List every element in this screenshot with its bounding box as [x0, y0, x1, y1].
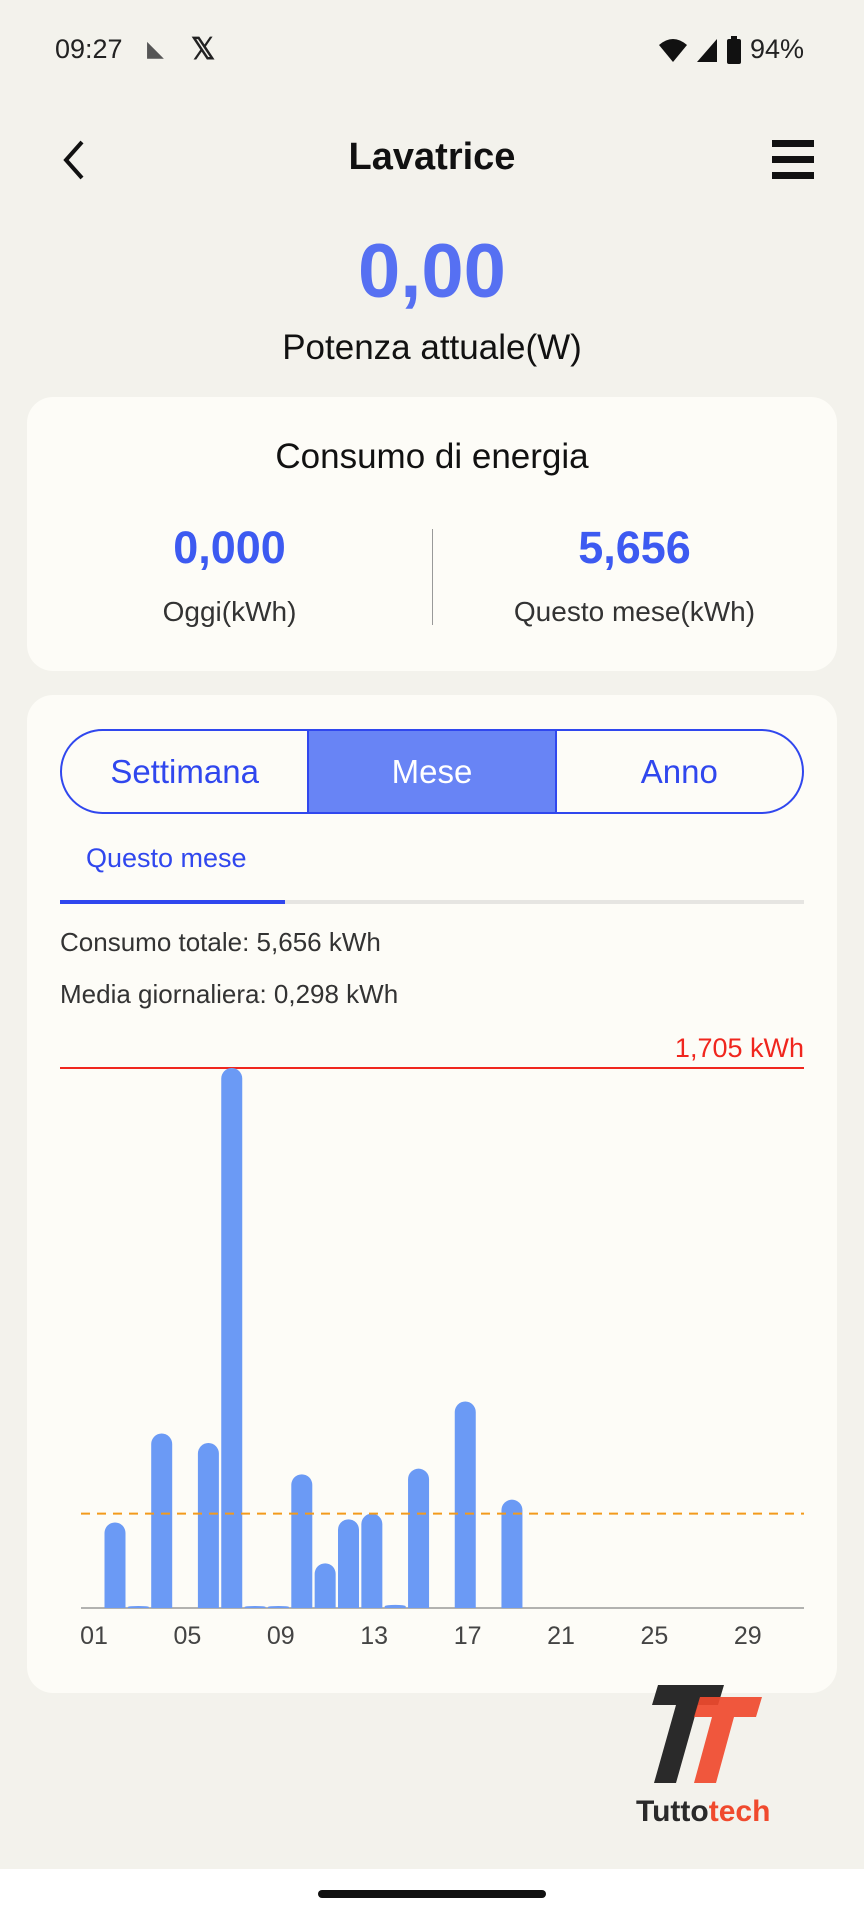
x-tick-label: 25 [640, 1622, 668, 1650]
x-tick-label: 05 [173, 1622, 201, 1650]
today-label: Oggi(kWh) [162, 596, 297, 627]
svg-text:Tuttotech: Tuttotech [636, 1795, 770, 1825]
bar-day-7 [244, 1606, 266, 1608]
x-tick-label: 01 [80, 1622, 108, 1650]
bar-day-8 [267, 1606, 289, 1608]
total-consumption: Consumo totale: 5,656 kWh [60, 927, 381, 957]
battery-icon [726, 35, 741, 64]
current-power-label: Potenza attuale(W) [282, 328, 582, 367]
current-power-value: 0,00 [358, 229, 506, 314]
today-value: 0,000 [173, 522, 286, 573]
bar-day-9 [291, 1474, 313, 1608]
subtab-underline [60, 900, 804, 904]
period-selector: Settimana Mese Anno [60, 729, 804, 814]
android-notification-icon: ◣ [147, 36, 164, 61]
bar-day-13 [384, 1604, 406, 1608]
x-app-icon: 𝕏 [191, 33, 216, 66]
tab-mese[interactable]: Mese [307, 731, 557, 812]
bar-day-1 [104, 1522, 126, 1608]
x-tick-label: 29 [734, 1622, 762, 1650]
tab-anno[interactable]: Anno [640, 752, 718, 790]
wifi-icon [658, 38, 687, 62]
signal-icon [696, 38, 717, 62]
x-tick-label: 13 [360, 1622, 388, 1650]
battery-percent: 94% [749, 34, 804, 64]
bar-day-11 [338, 1519, 359, 1608]
daily-average: Media giornaliera: 0,298 kWh [60, 979, 399, 1009]
max-value-label: 1,705 kWh [674, 1033, 804, 1063]
today-stat: 0,000 Oggi(kWh) [27, 522, 432, 628]
energy-consumption-card: Consumo di energia 0,000 Oggi(kWh) 5,656… [27, 397, 837, 671]
tab-questo-mese[interactable]: Questo mese [86, 843, 247, 873]
clock: 09:27 [55, 34, 123, 64]
card-title: Consumo di energia [275, 437, 589, 476]
page-title: Lavatrice [348, 136, 516, 178]
month-value: 5,656 [578, 522, 691, 573]
tab-settimana[interactable]: Settimana [110, 752, 259, 790]
x-tick-label: 17 [454, 1622, 482, 1650]
daily-consumption-chart: 01 05 09 13 17 21 25 29 [60, 1067, 804, 1650]
month-label: Questo mese(kWh) [513, 596, 756, 627]
bar-day-16 [454, 1401, 476, 1608]
bar-day-18 [501, 1499, 523, 1608]
bar-day-3 [151, 1433, 173, 1608]
x-tick-label: 09 [267, 1622, 295, 1650]
bar-day-14 [408, 1468, 430, 1608]
bar-day-5 [197, 1442, 219, 1608]
status-bar: 09:27 ◣ 𝕏 94% [55, 30, 804, 70]
bar-day-2 [127, 1606, 149, 1608]
month-stat: 5,656 Questo mese(kWh) [432, 522, 837, 628]
bar-day-12 [361, 1513, 383, 1608]
bar-day-6 [221, 1068, 243, 1608]
chart-card: Settimana Mese Anno Questo mese Consumo … [27, 695, 837, 1693]
x-tick-label: 21 [547, 1622, 575, 1650]
home-handle[interactable] [318, 1890, 546, 1898]
divider [432, 529, 433, 625]
back-icon[interactable] [58, 138, 88, 182]
tuttotech-logo: Tuttotech [636, 1685, 770, 1825]
bar-day-10 [314, 1563, 336, 1608]
menu-icon[interactable] [772, 140, 814, 180]
